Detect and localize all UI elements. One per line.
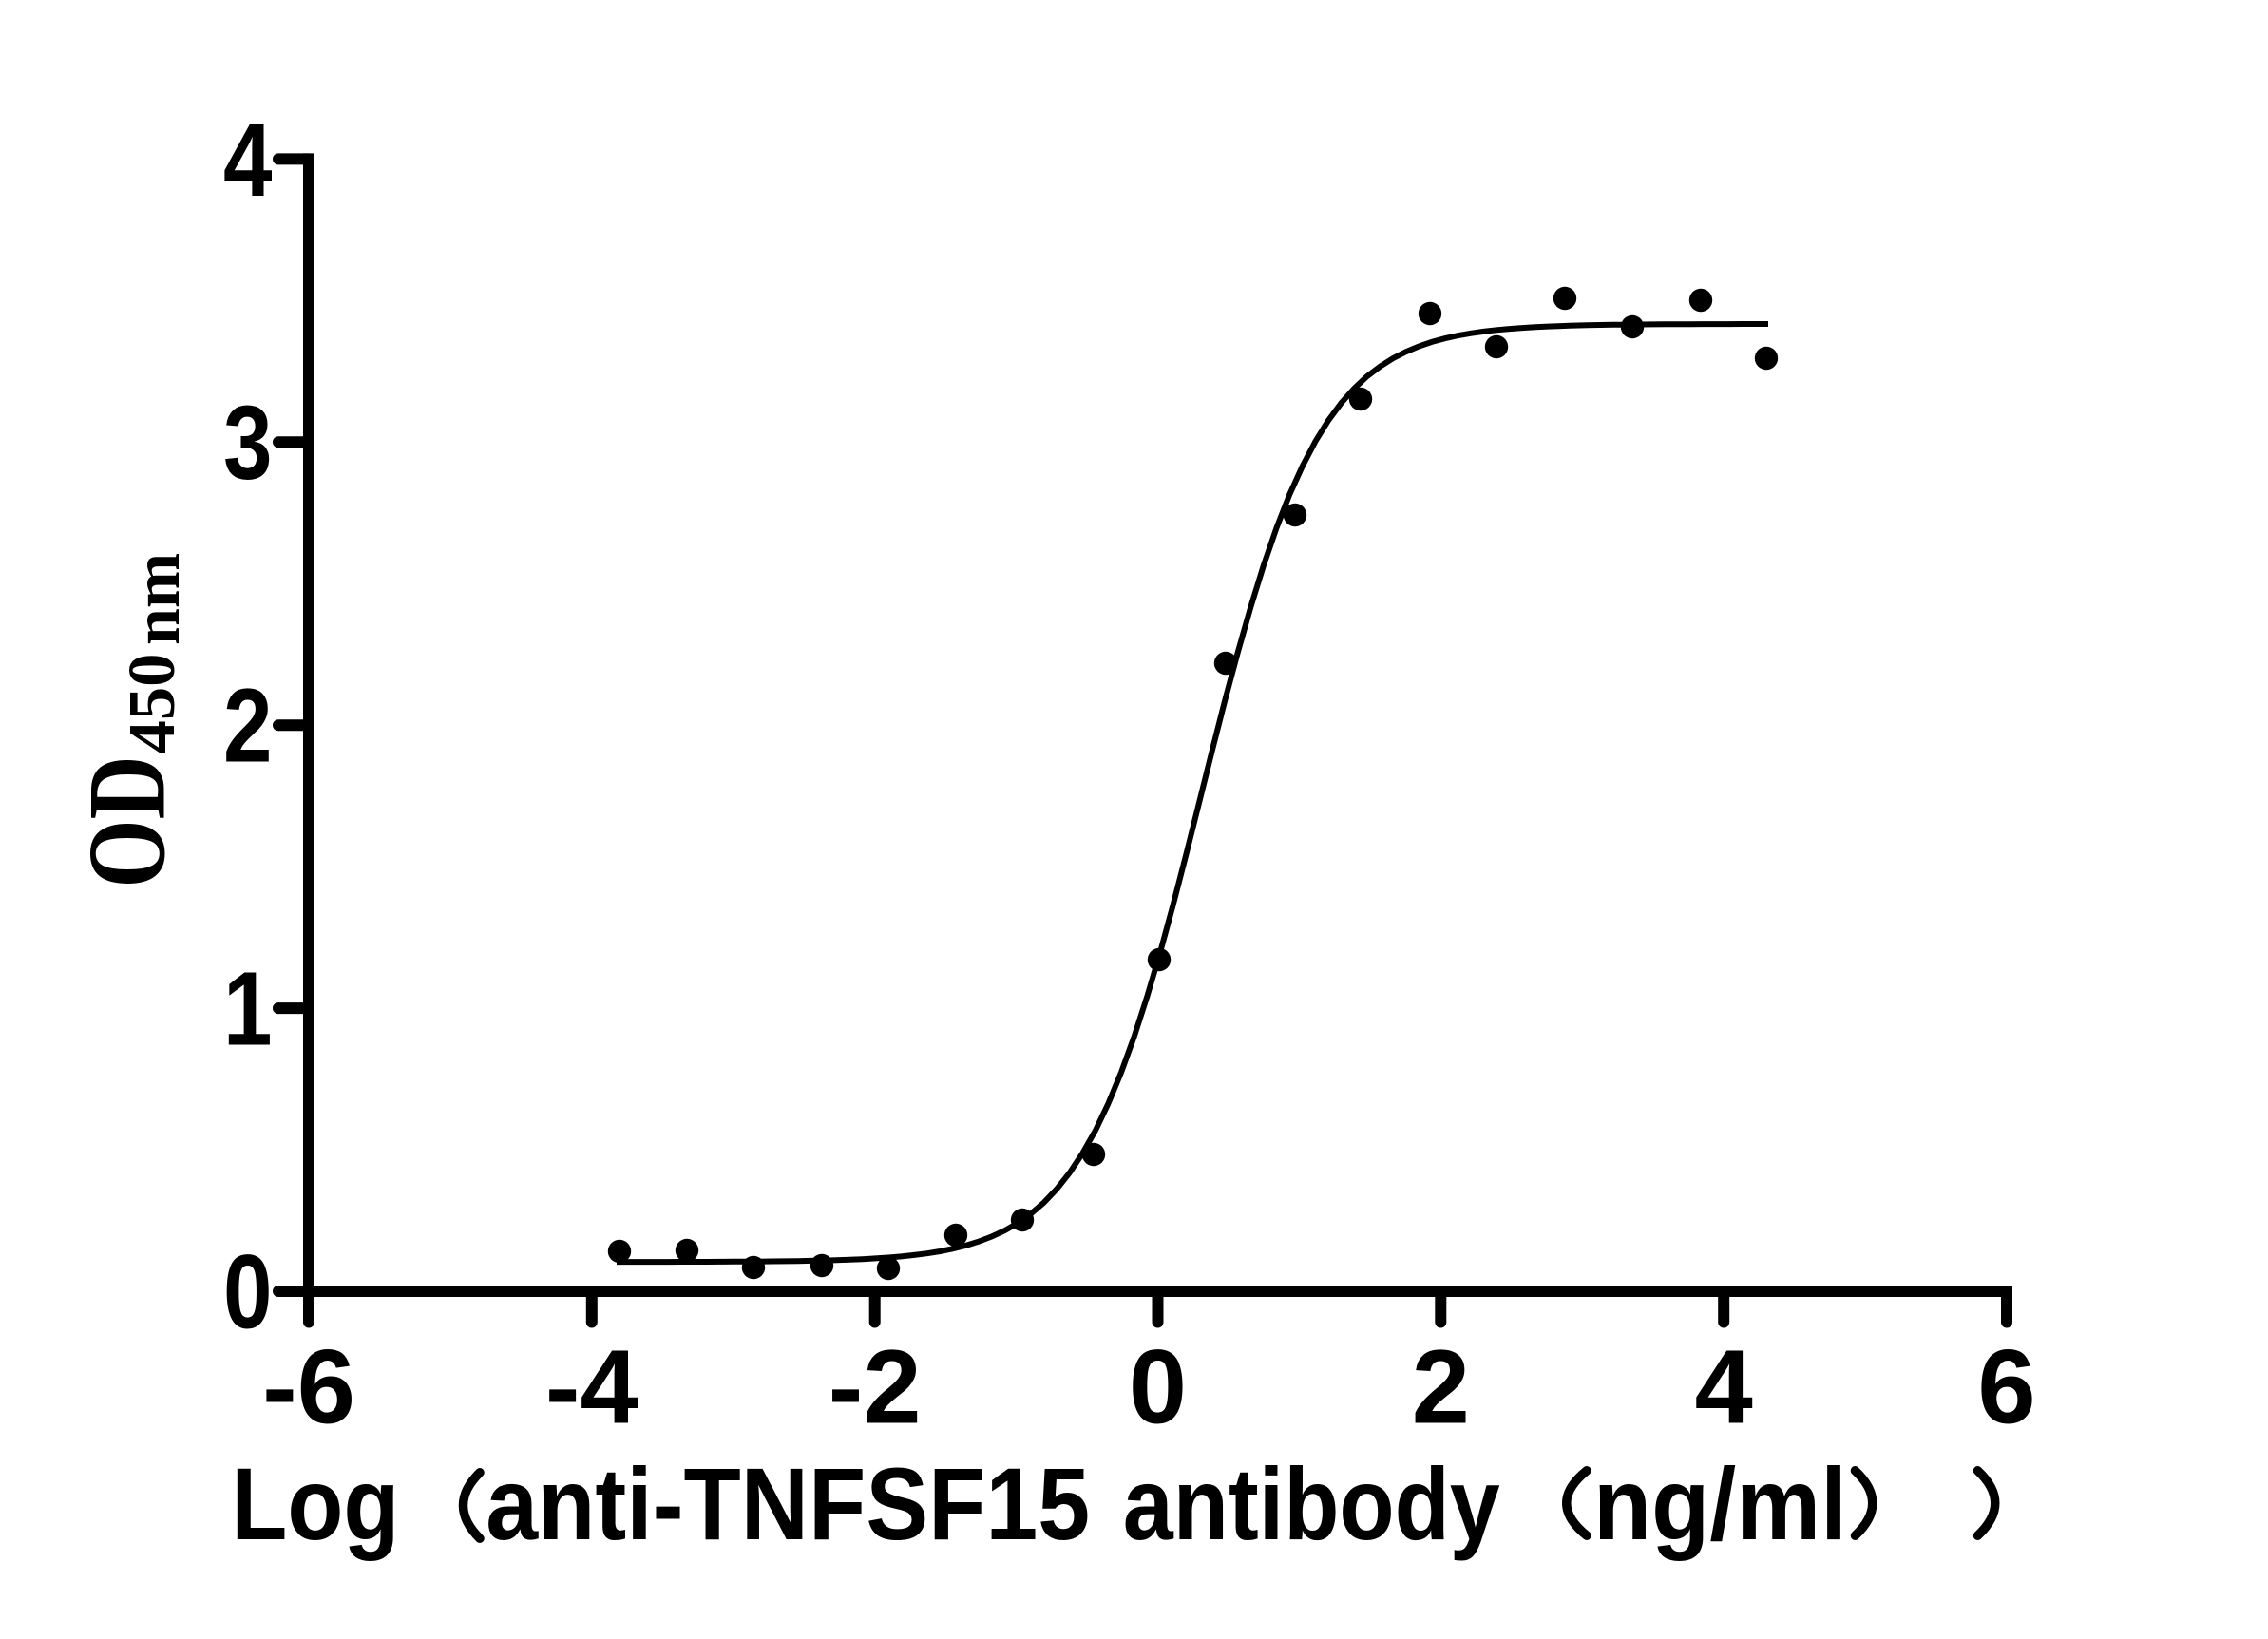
svg-text:0: 0 — [223, 1234, 273, 1351]
svg-text:-2: -2 — [829, 1329, 922, 1446]
svg-text:2: 2 — [1412, 1329, 1470, 1446]
svg-text:0: 0 — [1129, 1329, 1187, 1446]
svg-text:4: 4 — [223, 102, 273, 219]
svg-text:Log: Log — [231, 1447, 399, 1561]
svg-text:1: 1 — [223, 951, 273, 1068]
svg-text:antibody: antibody — [1123, 1447, 1500, 1561]
svg-text:-4: -4 — [545, 1329, 638, 1446]
svg-text:OD: OD — [67, 756, 189, 888]
svg-text:anti-TNFSF15: anti-TNFSF15 — [486, 1447, 1090, 1561]
svg-text:450: 450 — [116, 654, 189, 754]
svg-text:ng/ml: ng/ml — [1593, 1447, 1847, 1561]
svg-text:4: 4 — [1695, 1329, 1753, 1446]
svg-text:-6: -6 — [262, 1329, 355, 1446]
svg-text:3: 3 — [223, 385, 273, 502]
svg-text:6: 6 — [1977, 1329, 2035, 1446]
svg-text:nm: nm — [121, 553, 194, 645]
svg-text:2: 2 — [223, 668, 273, 785]
